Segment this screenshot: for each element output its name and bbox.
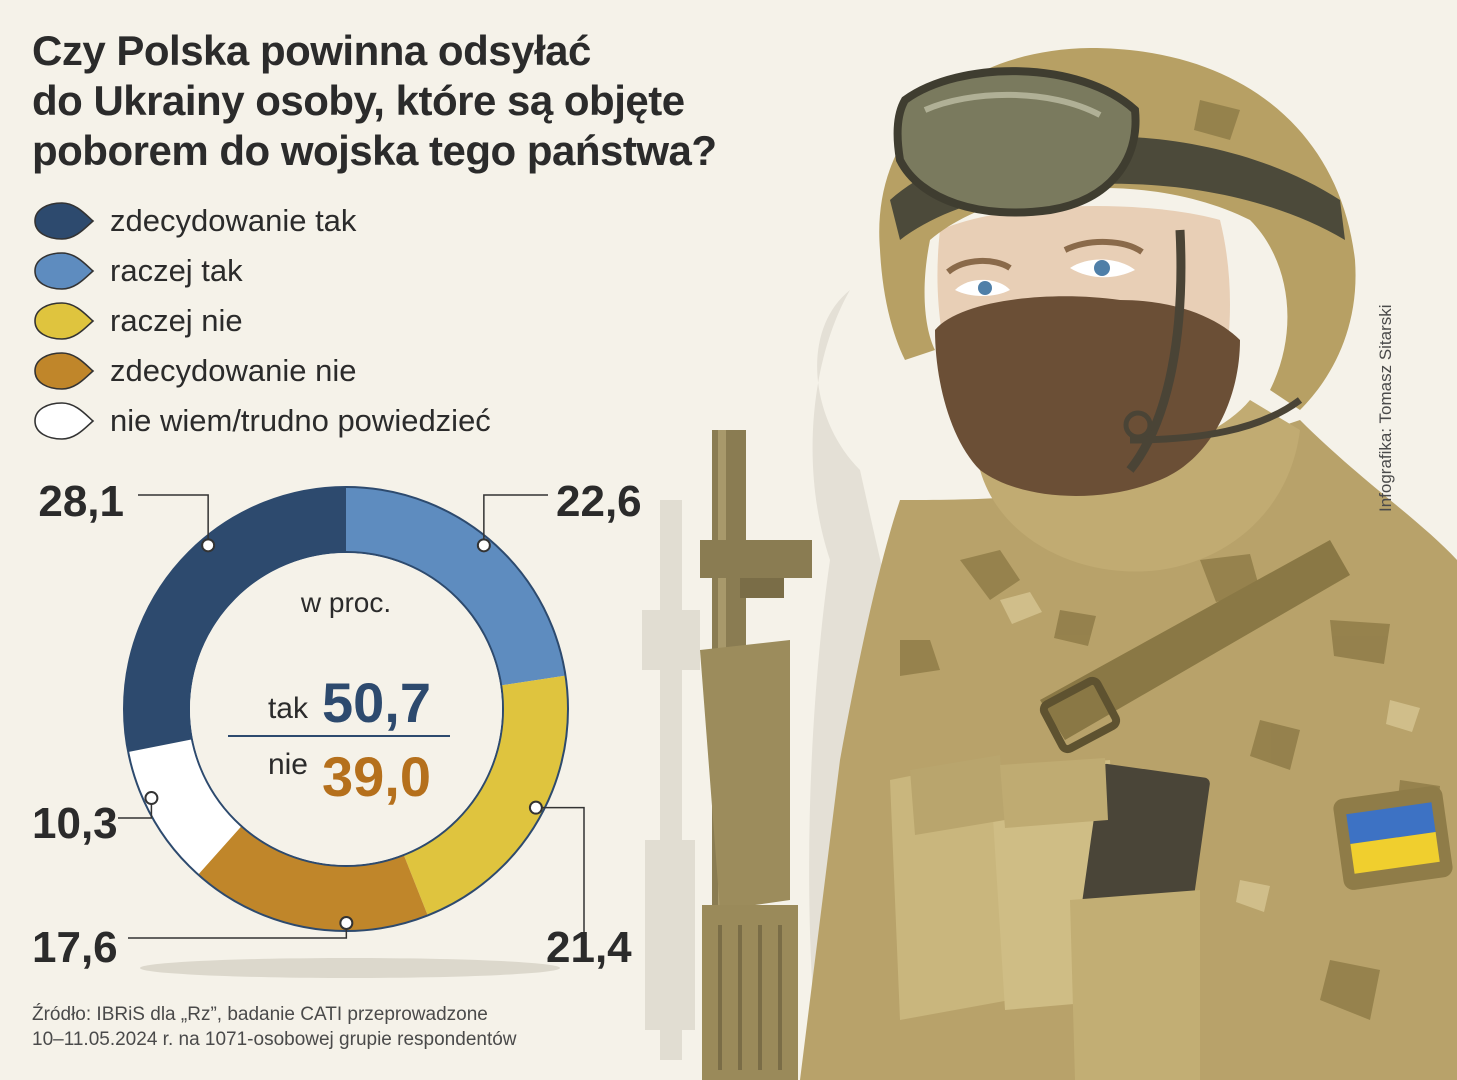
rifle-shadow bbox=[642, 500, 700, 1060]
camo-light-blotch bbox=[1000, 592, 1042, 624]
legend-item: zdecydowanie tak bbox=[32, 196, 491, 246]
camo-blotch bbox=[1054, 610, 1096, 646]
legend-swatch bbox=[34, 202, 95, 240]
iris-right bbox=[1094, 260, 1110, 276]
camo-blotch bbox=[960, 550, 1020, 600]
legend-label: raczej nie bbox=[110, 303, 243, 338]
legend-drop-shape bbox=[34, 202, 95, 240]
donut-chart bbox=[123, 486, 569, 932]
legend-drop-shape bbox=[34, 252, 95, 290]
center-no-value: 39,0 bbox=[322, 745, 431, 808]
goggles-glare bbox=[923, 91, 1102, 118]
value-label: 21,4 bbox=[546, 923, 632, 972]
camo-light-blotch bbox=[1386, 700, 1420, 732]
strap-ring bbox=[1123, 410, 1153, 440]
leader-dot bbox=[339, 915, 354, 930]
chin-strap bbox=[1129, 397, 1303, 444]
rifle-sight-post bbox=[740, 578, 784, 598]
shadow-grip bbox=[645, 840, 695, 1030]
title-line: Czy Polska powinna odsyłać bbox=[32, 27, 591, 74]
center-yes-label: tak bbox=[268, 692, 309, 725]
value-label: 10,3 bbox=[32, 799, 118, 848]
camo-blotch bbox=[1250, 720, 1300, 770]
donut-hole bbox=[190, 553, 502, 865]
brow-left bbox=[946, 257, 1012, 275]
legend-label: raczej tak bbox=[110, 253, 243, 288]
soldier-illustration bbox=[642, 48, 1457, 1080]
rifle bbox=[700, 430, 812, 1080]
iris-left bbox=[978, 281, 992, 295]
leader-dot bbox=[144, 791, 159, 806]
value-label: 22,6 bbox=[556, 477, 642, 526]
rifle-grooves bbox=[718, 925, 782, 1070]
chart-title: Czy Polska powinna odsyłać do Ukrainy os… bbox=[32, 26, 792, 176]
legend-drop-shape bbox=[34, 352, 95, 390]
leader-line bbox=[483, 494, 548, 546]
brow-right bbox=[1063, 239, 1144, 255]
leader-dot bbox=[528, 800, 543, 815]
legend-item: nie wiem/trudno powiedzieć bbox=[32, 396, 491, 446]
title-line: poborem do wojska tego państwa? bbox=[32, 127, 717, 174]
legend-swatch bbox=[34, 252, 95, 290]
chart-shadow bbox=[140, 958, 560, 978]
value-labels: 28,1 22,6 21,4 17,6 10,3 bbox=[32, 477, 642, 972]
pouches bbox=[890, 755, 1210, 1080]
camo-blotch bbox=[1320, 960, 1380, 1020]
center-yes-value: 50,7 bbox=[322, 671, 431, 734]
camo-blotch bbox=[900, 640, 940, 676]
ukraine-flag-patch bbox=[1333, 786, 1453, 890]
rifle-lower bbox=[702, 905, 798, 1080]
source-note: Źródło: IBRiS dla „Rz”, badanie CATI prz… bbox=[32, 1002, 652, 1052]
legend-label: nie wiem/trudno powiedzieć bbox=[110, 403, 491, 438]
legend-drop-shape bbox=[34, 302, 95, 340]
leader-dot bbox=[476, 538, 491, 553]
donut-slice bbox=[124, 487, 347, 752]
leader-dot bbox=[201, 538, 216, 553]
donut-outline bbox=[188, 551, 504, 867]
legend-swatch bbox=[34, 352, 95, 390]
flag-yellow bbox=[1350, 832, 1440, 874]
legend-item: raczej tak bbox=[32, 246, 491, 296]
strap bbox=[1040, 540, 1350, 740]
title-line: do Ukrainy osoby, które są objęte bbox=[32, 77, 685, 124]
center-unit: w proc. bbox=[300, 587, 391, 618]
rifle-front-sight bbox=[700, 540, 812, 578]
pouch bbox=[1070, 890, 1200, 1080]
shadow-stock bbox=[642, 610, 700, 670]
leader-line bbox=[138, 494, 209, 546]
camo-blotch bbox=[1330, 620, 1390, 664]
donut-slice bbox=[198, 826, 428, 932]
legend-label: zdecydowanie nie bbox=[110, 353, 357, 388]
legend-swatch bbox=[34, 302, 95, 340]
source-line: 10–11.05.2024 r. na 1071-osobowej grupie… bbox=[32, 1029, 517, 1050]
flag-blue bbox=[1346, 802, 1436, 844]
camo-blotch bbox=[1194, 100, 1240, 140]
legend-item: raczej nie bbox=[32, 296, 491, 346]
camo-light-blotch bbox=[1236, 880, 1270, 912]
value-label: 17,6 bbox=[32, 923, 118, 972]
legend-label: zdecydowanie tak bbox=[110, 203, 357, 238]
legend-item: zdecydowanie nie bbox=[32, 346, 491, 396]
legend: zdecydowanie tak raczej tak raczej nie z… bbox=[32, 196, 491, 446]
pouch-flap bbox=[1000, 758, 1108, 828]
center-no-label: nie bbox=[268, 748, 308, 781]
credit: Infografika: Tomasz Sitarski bbox=[1376, 304, 1395, 512]
value-label: 28,1 bbox=[38, 477, 124, 526]
donut-slice bbox=[403, 675, 568, 916]
rifle-handguard bbox=[700, 640, 790, 910]
leader-line bbox=[535, 806, 585, 935]
face-mask bbox=[935, 296, 1240, 497]
strap-buckle bbox=[1039, 676, 1121, 754]
pouch-flap bbox=[910, 755, 1005, 835]
source-line: Źródło: IBRiS dla „Rz”, badanie CATI prz… bbox=[32, 1004, 488, 1025]
donut-slice bbox=[346, 487, 566, 686]
chin-strap bbox=[1126, 229, 1186, 473]
legend-swatch bbox=[34, 402, 95, 440]
donut-slice bbox=[128, 739, 242, 875]
legend-drop-shape bbox=[34, 402, 95, 440]
